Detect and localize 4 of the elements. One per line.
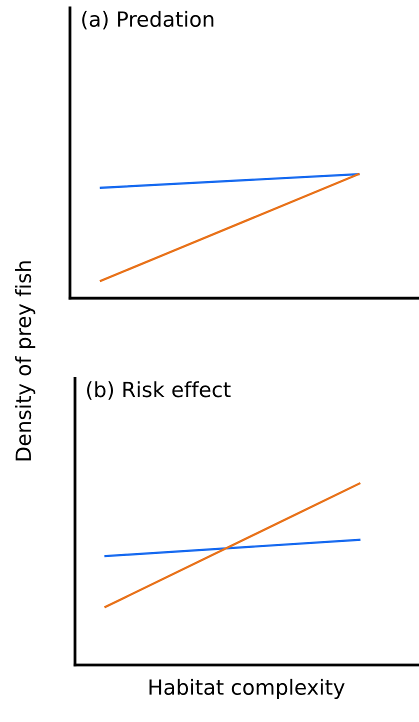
- x-axis-title: Habitat complexity: [150, 678, 345, 700]
- chart-title: (b) Risk effect: [87, 381, 231, 400]
- y-axis-title: Density of prey fish: [15, 261, 36, 460]
- chart-title: (a) Predation: [82, 10, 214, 30]
